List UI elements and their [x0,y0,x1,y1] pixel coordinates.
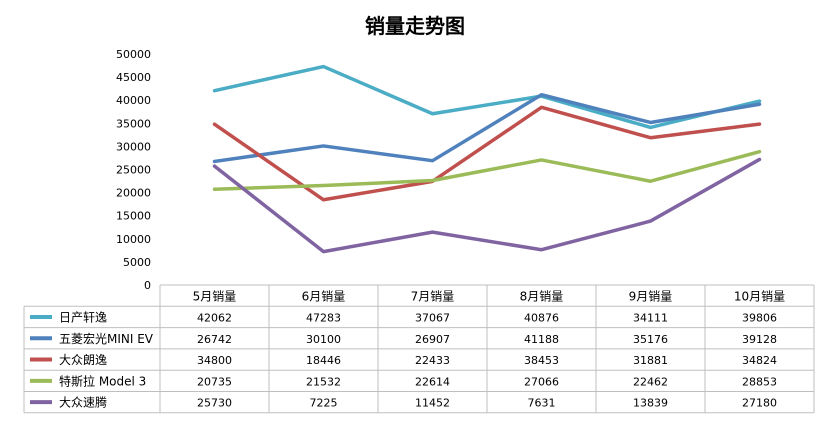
y-tick-label: 10000 [116,233,151,246]
data-cell: 47283 [306,311,341,324]
y-tick-label: 40000 [116,94,151,107]
data-cell: 11452 [415,397,450,410]
series-line [212,149,762,191]
y-tick-label: 45000 [116,71,151,84]
data-cell: 42062 [197,311,232,324]
data-cell: 27066 [524,375,559,388]
data-cell: 22614 [415,375,450,388]
data-cell: 22462 [633,375,668,388]
category-label: 9月销量 [629,290,673,304]
chart-title: 销量走势图 [365,14,465,38]
series-name: 日产轩逸 [59,310,107,324]
y-tick-label: 25000 [116,164,151,177]
data-cell: 13839 [633,397,668,410]
data-cell: 41188 [524,333,559,346]
data-cell: 26742 [197,333,232,346]
series-name: 五菱宏光MINI EV [59,331,154,346]
data-cell: 38453 [524,354,559,367]
data-cell: 34800 [197,354,232,367]
data-cell: 39806 [742,311,777,324]
data-cell: 34111 [633,311,668,324]
data-cell: 30100 [306,333,341,346]
y-tick-label: 30000 [116,140,151,153]
category-label: 5月销量 [193,290,237,304]
data-cell: 34824 [742,354,777,367]
y-tick-label: 50000 [116,48,151,61]
data-cell: 7225 [310,397,338,410]
series-line [212,92,762,164]
y-tick-label: 0 [144,279,151,292]
data-cell: 28853 [742,375,777,388]
y-tick-label: 15000 [116,210,151,223]
data-cell: 26907 [415,333,450,346]
category-label: 7月销量 [411,290,455,304]
category-label: 6月销量 [302,290,346,304]
data-cell: 21532 [306,375,341,388]
data-cell: 39128 [742,333,777,346]
series-name: 大众朗逸 [59,353,107,367]
series-name: 特斯拉 Model 3 [59,373,146,388]
data-cell: 25730 [197,397,232,410]
y-tick-label: 20000 [116,187,151,200]
series-line [212,157,762,254]
y-tick-label: 5000 [123,256,151,269]
category-label: 8月销量 [520,290,564,304]
data-cell: 31881 [633,354,668,367]
data-cell: 22433 [415,354,450,367]
y-tick-label: 35000 [116,117,151,130]
category-label: 10月销量 [734,290,785,304]
data-cell: 7631 [528,397,556,410]
data-cell: 20735 [197,375,232,388]
series-name: 大众速腾 [59,395,107,410]
series-line [212,64,762,130]
data-cell: 18446 [306,354,341,367]
data-cell: 37067 [415,311,450,324]
series-lines [212,64,762,254]
data-cell: 27180 [742,397,777,410]
y-axis: 0 5000 10000 15000 20000 25000 30000 35000 40000… [116,48,151,292]
data-cell: 40876 [524,311,559,324]
data-cell: 35176 [633,333,668,346]
